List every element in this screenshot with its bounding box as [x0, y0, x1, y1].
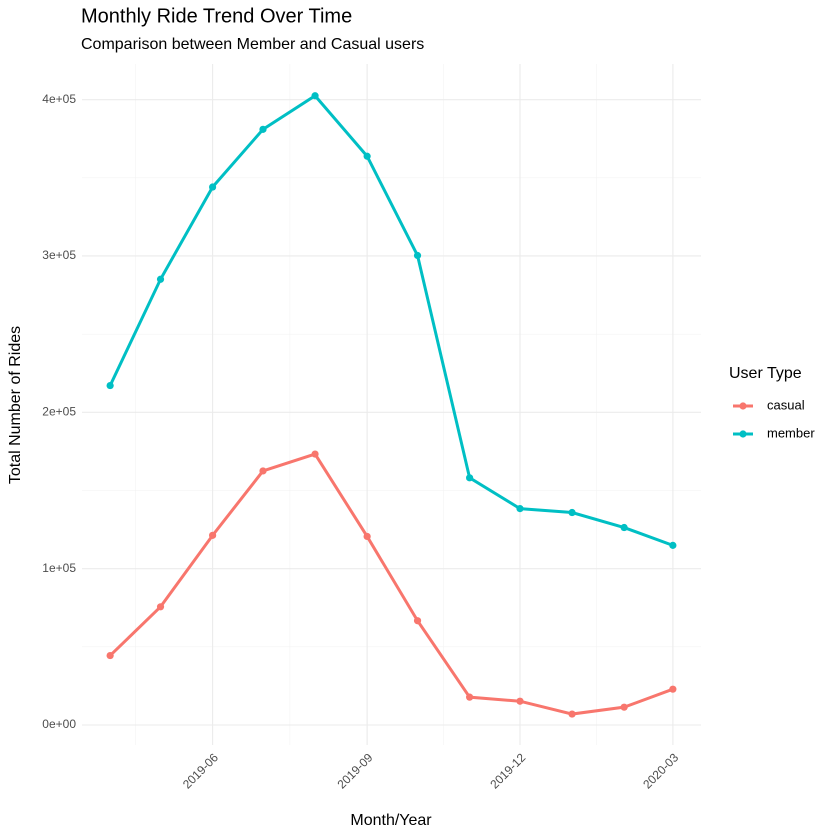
series-line	[108, 93, 674, 547]
x-tick-label: 2019-09	[334, 750, 375, 791]
data-point	[516, 697, 524, 705]
data-point	[209, 183, 217, 191]
x-tick-label: 2019-06	[180, 750, 221, 791]
data-point	[363, 152, 371, 160]
x-axis-title: Month/Year	[350, 812, 432, 829]
chart-subtitle: Comparison between Member and Casual use…	[81, 36, 424, 53]
data-point	[669, 685, 677, 693]
data-point	[466, 693, 474, 701]
data-point	[413, 251, 422, 260]
y-tick-label: 1e+05	[42, 561, 76, 575]
y-tick-label: 0e+00	[42, 717, 76, 731]
data-point	[106, 381, 114, 390]
data-point	[156, 603, 165, 611]
legend-point	[739, 430, 747, 438]
x-tick-label: 2020-03	[640, 750, 681, 791]
data-point	[363, 532, 371, 541]
data-point	[466, 474, 474, 482]
legend-title: User Type	[729, 365, 802, 382]
plot-area	[106, 92, 677, 718]
data-point	[156, 275, 165, 283]
data-point	[620, 703, 628, 711]
y-tick-label: 4e+05	[42, 92, 76, 106]
data-point	[209, 531, 217, 539]
legend-label: casual	[767, 397, 805, 412]
data-point	[413, 617, 422, 625]
y-tick-label: 3e+05	[42, 248, 76, 262]
y-tick-label: 2e+05	[42, 404, 76, 418]
data-point	[106, 651, 114, 660]
data-point	[620, 523, 628, 532]
x-tick-label: 2019-12	[487, 750, 528, 791]
chart-title: Monthly Ride Trend Over Time	[81, 5, 352, 27]
y-axis-title: Total Number of Rides	[7, 326, 24, 484]
legend-label: member	[767, 425, 815, 440]
grid	[82, 64, 701, 745]
data-point	[516, 505, 524, 513]
data-point	[311, 92, 319, 100]
data-point	[568, 710, 576, 718]
legend-point	[739, 402, 747, 410]
data-point	[311, 450, 319, 458]
data-point	[669, 541, 677, 549]
data-point	[568, 508, 576, 517]
data-point	[259, 467, 267, 475]
data-point	[259, 125, 267, 133]
series-line	[109, 452, 674, 716]
